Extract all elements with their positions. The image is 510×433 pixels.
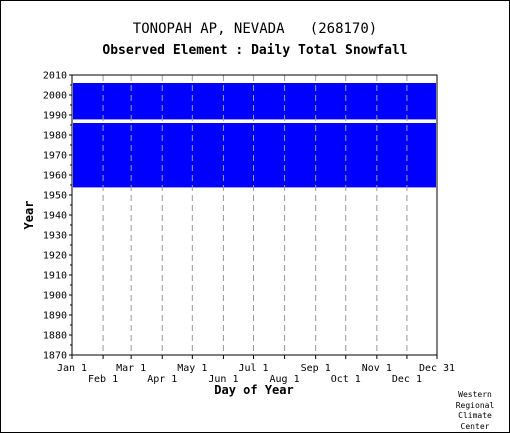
year-band [73,105,436,108]
year-band [73,113,436,116]
year-band [73,103,436,106]
year-band [73,95,436,98]
y-ticks: 1870 1880 1890 1900 1910 1920 1930 1940 1950 1960… [43,71,72,362]
year-band [73,89,436,92]
year-band [73,85,436,88]
year-band [73,93,436,96]
y-tick-label: 1950 [43,191,67,202]
year-band [73,167,436,170]
x-tick-label: Oct 1 [331,374,361,385]
y-tick-label: 1990 [43,111,67,122]
x-axis-title: Day of Year [214,383,293,397]
year-band [73,117,436,120]
year-band [73,131,436,134]
year-band [73,87,436,90]
year-band [73,165,436,168]
year-band [73,83,436,86]
year-band [73,123,436,126]
x-ticks: Jan 1 Mar 1 May 1 Jul 1 Sep 1 Nov 1 Dec 31 Feb … [57,355,455,385]
y-tick-label: 1920 [43,251,67,262]
year-band [73,137,436,140]
year-band [73,109,436,112]
x-tick-label: Jun 1 [208,374,238,385]
year-band [73,139,436,142]
year-band [73,99,436,102]
y-tick-label: 1930 [43,231,67,242]
year-band [73,169,436,172]
x-tick-label: Feb 1 [88,374,118,385]
x-tick-label: Dec 1 [392,374,422,385]
year-band [73,153,436,156]
grid-layer [102,75,408,355]
year-band [73,175,436,178]
year-band [73,97,436,100]
year-band [73,147,436,150]
x-tick-label: Apr 1 [147,374,177,385]
credit-line: Climate [458,411,492,420]
year-band [73,143,436,146]
credit-block: Western Regional Climate Center [450,390,500,432]
year-band [73,149,436,152]
y-tick-label: 1880 [43,331,67,342]
y-tick-label: 1970 [43,151,67,162]
year-band [73,129,436,132]
x-tick-label: Jul 1 [238,363,268,374]
y-tick-label: 1870 [43,351,67,362]
year-band [73,115,436,118]
y-tick-label: 1900 [43,291,67,302]
x-tick-label: Aug 1 [270,374,300,385]
year-band [73,107,436,110]
credit-line: Western [458,390,492,399]
year-band [73,179,436,182]
year-band [73,101,436,104]
year-band [73,155,436,158]
x-tick-label: May 1 [177,363,207,374]
year-band [73,133,436,136]
year-band [73,111,436,114]
chart-station-title: TONOPAH AP, NEVADA (268170) [132,21,378,37]
year-band [73,141,436,144]
year-band [73,185,436,188]
year-band [73,171,436,174]
x-tick-label: Dec 31 [419,363,455,374]
year-band [73,151,436,154]
year-band [73,157,436,160]
year-band [73,173,436,176]
year-band [73,181,436,184]
y-tick-label: 1940 [43,211,67,222]
plot-area [72,75,437,355]
y-tick-label: 1960 [43,171,67,182]
y-axis-title: Year [22,201,36,230]
year-band [73,145,436,148]
x-tick-label: Sep 1 [301,363,331,374]
year-band [73,177,436,180]
year-band [73,127,436,130]
year-band [73,161,436,164]
x-tick-label: Mar 1 [116,363,146,374]
x-tick-label: Nov 1 [362,363,392,374]
year-band [73,163,436,166]
year-band [73,91,436,94]
year-band [73,159,436,162]
data-layer [73,83,436,188]
y-tick-label: 1980 [43,131,67,142]
year-band [73,135,436,138]
y-tick-label: 1910 [43,271,67,282]
x-tick-label: Jan 1 [57,363,87,374]
credit-line: Regional [455,400,495,410]
credit-line: Center [460,421,490,431]
y-tick-label: 2000 [43,91,67,102]
y-tick-label: 1890 [43,311,67,322]
year-band [73,183,436,186]
chart-title: Observed Element : Daily Total Snowfall [102,43,408,58]
year-band [73,125,436,128]
y-tick-label: 2010 [43,71,67,82]
